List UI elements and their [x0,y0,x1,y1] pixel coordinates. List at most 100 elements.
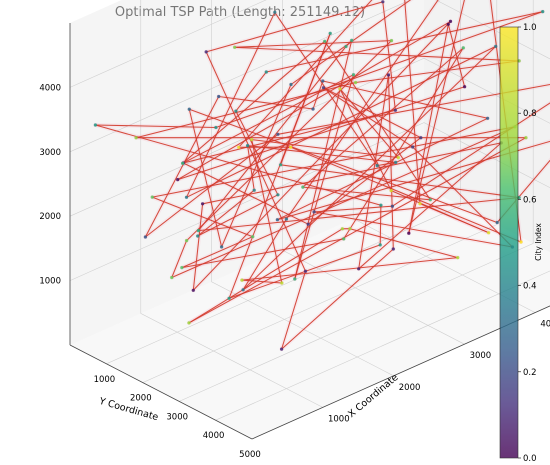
path-segment [186,40,392,241]
path-segment [95,124,216,129]
city-point [379,203,383,207]
path-segment [302,186,431,201]
path-segment [377,161,396,167]
path-segment [251,139,283,284]
city-point [227,296,231,300]
city-point [196,229,200,233]
path-segment [188,228,343,324]
y-tick-label: 2000 [130,394,152,404]
city-point [264,70,268,74]
city-point [463,85,467,89]
path-segment [192,203,204,291]
city-point [184,195,189,199]
city-point [276,193,280,197]
city-point [279,163,283,167]
path-segment [181,238,344,269]
city-point [446,22,450,26]
city-point [461,46,465,50]
city-point [280,281,284,285]
z-tick-label: 3000 [39,148,61,158]
city-point [348,227,352,231]
path-segment [266,11,543,73]
city-point [393,108,397,112]
y-axis-line [69,344,253,440]
path-segment [277,140,550,221]
z-tick-label: 4000 [39,83,61,93]
city-point [354,80,358,85]
city-point [448,19,453,23]
path-segment [281,271,307,350]
x-tick-label: 3000 [470,351,492,361]
city-point [306,222,310,226]
city-point [323,39,327,43]
path-segment [447,24,466,87]
city-point [321,86,326,90]
path-segment [314,211,513,248]
colorbar-tick-label: 0.0 [523,454,537,464]
path-segment [192,21,451,291]
city-point [273,10,277,14]
path-segment [339,88,399,158]
city-point [301,185,305,189]
city-point [191,288,195,292]
z-gridline [69,57,550,217]
path-segment [408,0,465,234]
z-tick-label: 1000 [39,277,61,287]
city-point [293,277,297,281]
city-point [340,227,344,231]
colorbar-tick-label: 1.0 [523,23,537,33]
path-segment [412,146,513,248]
colorbar-tick-label: 0.8 [523,109,537,119]
city-point [524,136,528,140]
y-tick-label: 1000 [94,375,116,385]
path-segment [314,205,393,213]
x-tick-label: 4000 [540,320,550,330]
path-segment [152,126,515,198]
city-point [344,44,348,49]
path-segment [404,0,421,204]
city-point [150,195,154,199]
city-point [456,256,460,260]
path-segment [197,189,255,237]
path-segment [152,196,253,238]
path-segment [206,1,383,53]
city-point [338,87,342,91]
path-segment [235,110,279,196]
x-tick-label: 2000 [399,383,421,393]
city-point [201,202,205,206]
city-point [217,94,221,99]
path-segment [171,126,516,278]
path-segment [234,40,392,48]
y-tick-label: 5000 [239,450,261,460]
city-point [187,321,191,325]
colorbar-tick-label: 0.2 [523,368,537,378]
path-segment [358,74,390,269]
city-point [495,220,499,225]
axis-lines [69,23,550,440]
x-axis-line [251,305,550,440]
path-segment [95,124,382,206]
city-point [240,278,244,282]
path-segment [135,81,356,139]
city-point [252,188,256,192]
colorbar-tick-label: 0.6 [523,195,537,205]
city-point [187,107,191,111]
city-point [303,269,308,273]
city-point [351,73,356,77]
city-point [357,267,361,271]
city-point [289,145,293,149]
city-point [375,164,379,168]
city-point [220,245,224,249]
city-point [143,235,147,239]
path-segment [302,47,464,188]
city-point [214,125,218,130]
city-point [342,237,346,241]
city-point [237,145,241,149]
path-segment [182,40,326,164]
city-point [170,275,174,280]
city-point [418,202,422,206]
city-point [350,38,354,43]
path-segment [379,205,382,245]
city-point [289,82,293,87]
y-gridline [215,270,550,421]
